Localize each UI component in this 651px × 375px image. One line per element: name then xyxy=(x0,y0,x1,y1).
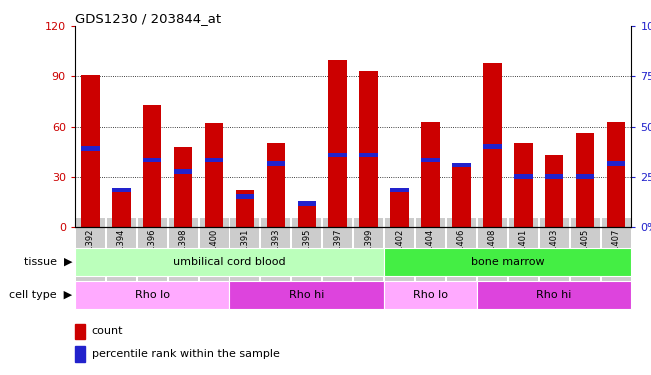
Bar xyxy=(298,201,316,206)
Text: cell type  ▶: cell type ▶ xyxy=(9,290,72,300)
Text: Rho lo: Rho lo xyxy=(135,290,170,300)
Text: tissue  ▶: tissue ▶ xyxy=(23,256,72,267)
Bar xyxy=(607,161,625,166)
Bar xyxy=(75,248,384,276)
Bar xyxy=(545,155,563,227)
Bar xyxy=(452,164,471,227)
Bar xyxy=(112,190,130,227)
Text: count: count xyxy=(92,326,123,336)
Bar xyxy=(545,174,563,179)
Text: percentile rank within the sample: percentile rank within the sample xyxy=(92,349,279,359)
Text: umbilical cord blood: umbilical cord blood xyxy=(173,256,286,267)
Bar xyxy=(391,188,409,192)
Bar xyxy=(329,60,347,227)
Bar xyxy=(452,163,471,167)
Bar xyxy=(236,190,254,227)
Bar xyxy=(81,75,100,227)
Bar xyxy=(384,248,631,276)
Bar xyxy=(112,188,131,192)
Bar xyxy=(75,281,230,309)
Bar xyxy=(483,144,501,149)
Bar xyxy=(230,281,384,309)
Bar xyxy=(143,158,161,162)
Bar xyxy=(75,346,85,362)
Bar xyxy=(359,71,378,227)
Bar xyxy=(391,190,409,227)
Text: bone marrow: bone marrow xyxy=(471,256,545,267)
Bar xyxy=(514,143,533,227)
Text: Rho lo: Rho lo xyxy=(413,290,448,300)
Bar xyxy=(575,174,594,179)
Bar xyxy=(81,146,100,151)
Bar xyxy=(143,105,161,227)
Bar xyxy=(421,158,440,162)
Bar xyxy=(267,143,285,227)
Bar xyxy=(298,204,316,227)
Bar xyxy=(514,174,533,179)
Bar xyxy=(575,133,594,227)
Bar xyxy=(483,63,501,227)
Bar xyxy=(384,281,477,309)
Bar xyxy=(359,153,378,158)
Bar xyxy=(421,122,440,227)
Bar xyxy=(236,195,254,199)
Bar xyxy=(205,158,223,162)
Bar xyxy=(267,161,285,166)
Text: Rho hi: Rho hi xyxy=(536,290,572,300)
Bar xyxy=(477,281,631,309)
Text: Rho hi: Rho hi xyxy=(289,290,324,300)
Text: GDS1230 / 203844_at: GDS1230 / 203844_at xyxy=(75,12,221,25)
Bar xyxy=(329,153,347,158)
Bar xyxy=(607,122,625,227)
Bar xyxy=(205,123,223,227)
Bar xyxy=(75,324,85,339)
Bar xyxy=(174,170,193,174)
Bar xyxy=(174,147,193,227)
